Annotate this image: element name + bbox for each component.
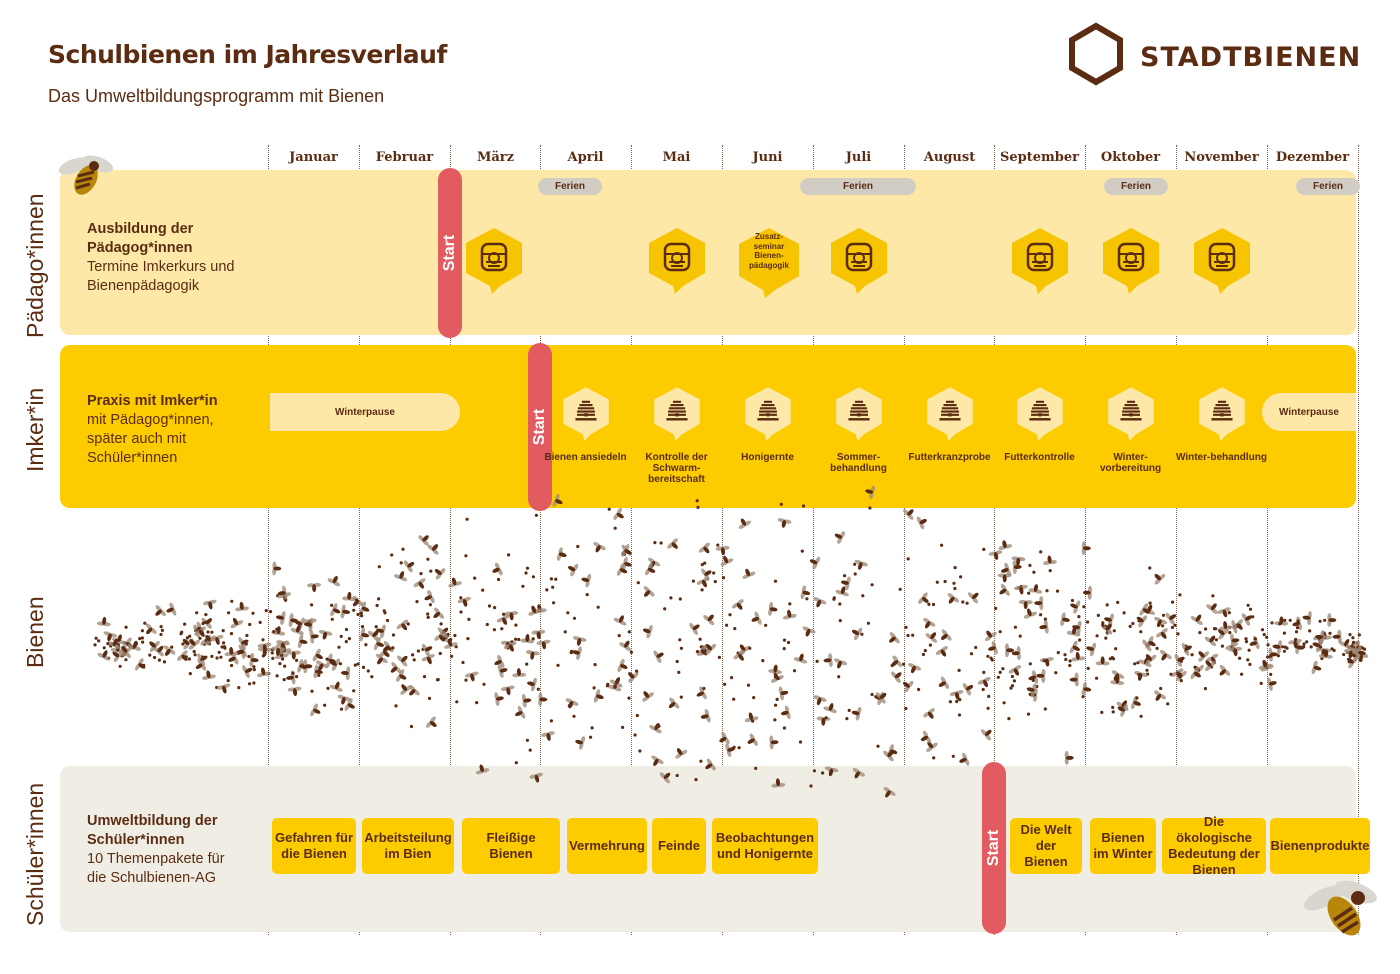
hexagon-logo-icon bbox=[1069, 22, 1123, 86]
desc-paedagog-title: Ausbildung der Pädagog*innen bbox=[87, 221, 194, 256]
beehive-icon bbox=[742, 385, 806, 449]
beehive-icon bbox=[924, 385, 988, 449]
month-7: Juli bbox=[845, 150, 872, 165]
desc-imker: Praxis mit Imker*in mit Pädagog*innen, s… bbox=[87, 392, 247, 468]
beekeeper-course-icon bbox=[1190, 226, 1254, 294]
start-marker-schueler: Start bbox=[982, 762, 1006, 934]
desc-schueler-text: 10 Themenpakete für die Schulbienen-AG bbox=[87, 851, 225, 886]
desc-schueler: Umweltbildung der Schüler*innen 10 Theme… bbox=[87, 812, 247, 888]
bee-icon bbox=[58, 155, 114, 195]
imker-task-label: Honigernte bbox=[741, 452, 794, 463]
beehive-icon bbox=[651, 385, 715, 449]
brand-logo-text: STADTBIENEN bbox=[1140, 42, 1362, 73]
ferien-badge-april: Ferien bbox=[538, 178, 602, 195]
topic-box: Beobachtungen und Honigernte bbox=[712, 818, 818, 874]
ferien-badge-dezember: Ferien bbox=[1296, 178, 1360, 195]
beehive-icon bbox=[1196, 385, 1260, 449]
grid-line bbox=[268, 145, 269, 935]
month-2: Februar bbox=[375, 150, 434, 165]
grid-line bbox=[540, 145, 541, 935]
grid-line bbox=[631, 145, 632, 935]
month-11: November bbox=[1184, 150, 1259, 165]
month-12: Dezember bbox=[1275, 150, 1350, 165]
topic-box: Bienenprodukte bbox=[1270, 818, 1370, 874]
grid-line bbox=[450, 145, 451, 935]
month-4: April bbox=[567, 150, 604, 165]
grid-line bbox=[813, 145, 814, 935]
desc-paedagog-text: Termine Imkerkurs und Bienenpädagogik bbox=[87, 259, 235, 294]
grid-line bbox=[359, 145, 360, 935]
month-3: März bbox=[476, 150, 515, 165]
month-5: Mai bbox=[662, 150, 691, 165]
month-6: Juni bbox=[752, 150, 783, 165]
topic-box: Die ökologische Bedeutung der Bienen bbox=[1162, 814, 1266, 877]
start-marker-paedagog: Start bbox=[438, 168, 462, 338]
imker-task-label: Futterkontrolle bbox=[1004, 452, 1075, 463]
imker-task-label: Kontrolle der Schwarm-bereitschaft bbox=[645, 452, 708, 485]
start-label: Start bbox=[441, 234, 458, 272]
row-label-paedagog: Pädago*innen bbox=[22, 193, 48, 338]
topic-box: Vermehrung bbox=[567, 818, 647, 874]
grid-line bbox=[904, 145, 905, 935]
imker-task-label: Winter-behandlung bbox=[1175, 452, 1267, 463]
imker-task-label: Futterkranzprobe bbox=[908, 452, 991, 463]
page-title: Schulbienen im Jahresverlauf bbox=[48, 40, 447, 69]
beehive-icon bbox=[560, 385, 624, 449]
imker-task-label: Winter-vorbereitung bbox=[1099, 452, 1162, 474]
grid-line bbox=[994, 145, 995, 935]
topic-box: Die Welt der Bienen bbox=[1010, 818, 1082, 874]
grid-line bbox=[1085, 145, 1086, 935]
row-label-imker: Imker*in bbox=[22, 387, 48, 472]
month-10: Oktober bbox=[1100, 150, 1161, 165]
desc-schueler-title: Umweltbildung der Schüler*innen bbox=[87, 813, 218, 848]
page-subtitle: Das Umweltbildungsprogramm mit Bienen bbox=[48, 86, 385, 106]
desc-imker-text: mit Pädagog*innen, später auch mit Schül… bbox=[87, 412, 214, 466]
start-label: Start bbox=[985, 829, 1002, 867]
zusatzseminar-label: Zusatz-seminar Bienen-pädagogik bbox=[748, 232, 789, 270]
month-8: August bbox=[923, 150, 976, 165]
grid-line bbox=[1176, 145, 1177, 935]
desc-paedagog: Ausbildung der Pädagog*innen Termine Imk… bbox=[87, 220, 257, 296]
beekeeper-course-icon bbox=[1008, 226, 1072, 294]
beekeeper-course-icon bbox=[1099, 226, 1163, 294]
bee-icon bbox=[1303, 880, 1377, 936]
month-1: Januar bbox=[289, 150, 338, 165]
desc-imker-title: Praxis mit Imker*in bbox=[87, 393, 218, 409]
topic-box: Bienen im Winter bbox=[1090, 818, 1156, 874]
start-label: Start bbox=[531, 408, 548, 446]
imker-task-label: Sommer-behandlung bbox=[830, 452, 887, 474]
start-marker-imker: Start bbox=[528, 343, 552, 511]
bee-swarm-illustration bbox=[93, 485, 1369, 798]
speech-hexagon-icon bbox=[739, 228, 799, 298]
beehive-icon bbox=[833, 385, 897, 449]
winterpause-pill-start: Winterpause bbox=[270, 393, 460, 431]
topic-box: Fleißige Bienen bbox=[462, 818, 560, 874]
topic-box: Gefahren für die Bienen bbox=[272, 818, 356, 874]
beekeeper-course-icon bbox=[462, 226, 526, 294]
beekeeper-course-icon bbox=[645, 226, 709, 294]
grid-line bbox=[1358, 145, 1359, 935]
beehive-icon bbox=[1014, 385, 1078, 449]
month-9: September bbox=[1000, 150, 1079, 165]
topic-box: Feinde bbox=[652, 818, 706, 874]
ferien-badge-juli: Ferien bbox=[800, 178, 916, 195]
beekeeper-course-icon bbox=[827, 226, 891, 294]
zusatzseminar-hex: Zusatz-seminar Bienen-pädagogik bbox=[735, 226, 803, 298]
ferien-badge-oktober: Ferien bbox=[1104, 178, 1168, 195]
winterpause-pill-end: Winterpause bbox=[1262, 393, 1356, 431]
grid-line bbox=[1267, 145, 1268, 935]
grid-line bbox=[722, 145, 723, 935]
imker-task-label: Bienen ansiedeln bbox=[544, 452, 627, 463]
topic-box: Arbeitsteilung im Bien bbox=[362, 818, 454, 874]
beehive-icon bbox=[1105, 385, 1169, 449]
